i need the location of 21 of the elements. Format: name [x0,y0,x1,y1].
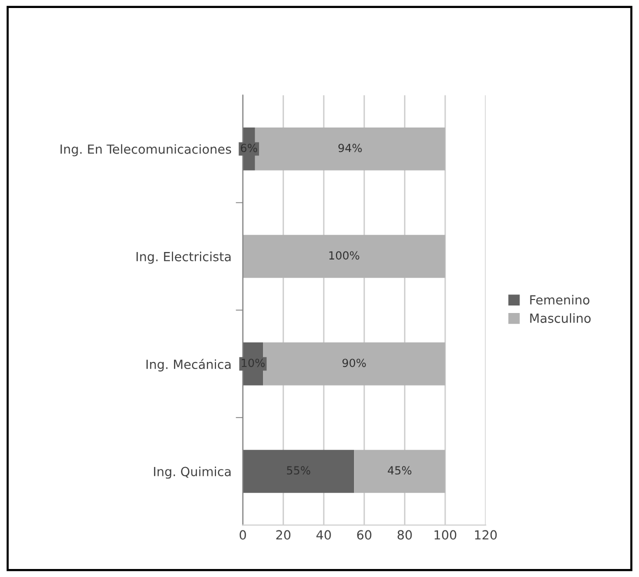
x-tick-label: 120 [475,530,497,540]
x-tick-label: 0 [240,530,246,540]
legend-label: Masculino [530,313,591,323]
x-tick-label: 20 [276,530,290,540]
data-label: 90% [342,358,366,368]
x-tick-label: 40 [316,530,331,540]
data-label: 100% [329,251,360,260]
y-tick-label: Ing. Quimica [154,466,231,479]
bar [242,450,354,493]
x-tick-label: 100 [434,530,456,540]
bar [263,342,446,386]
legend-label: Femenino [530,294,590,305]
data-label: 94% [338,144,362,152]
y-tick-label: Ing. En Telecomunicaciones [60,144,232,156]
y-tick-label: Ing. Mecánica [146,358,231,372]
y-tick-label: Ing. Electricista [136,252,231,264]
x-tick-label: 80 [398,530,412,540]
x-tick-label: 60 [357,530,372,540]
bar [354,450,446,493]
data-label: 45% [388,466,412,475]
bar [242,234,446,278]
